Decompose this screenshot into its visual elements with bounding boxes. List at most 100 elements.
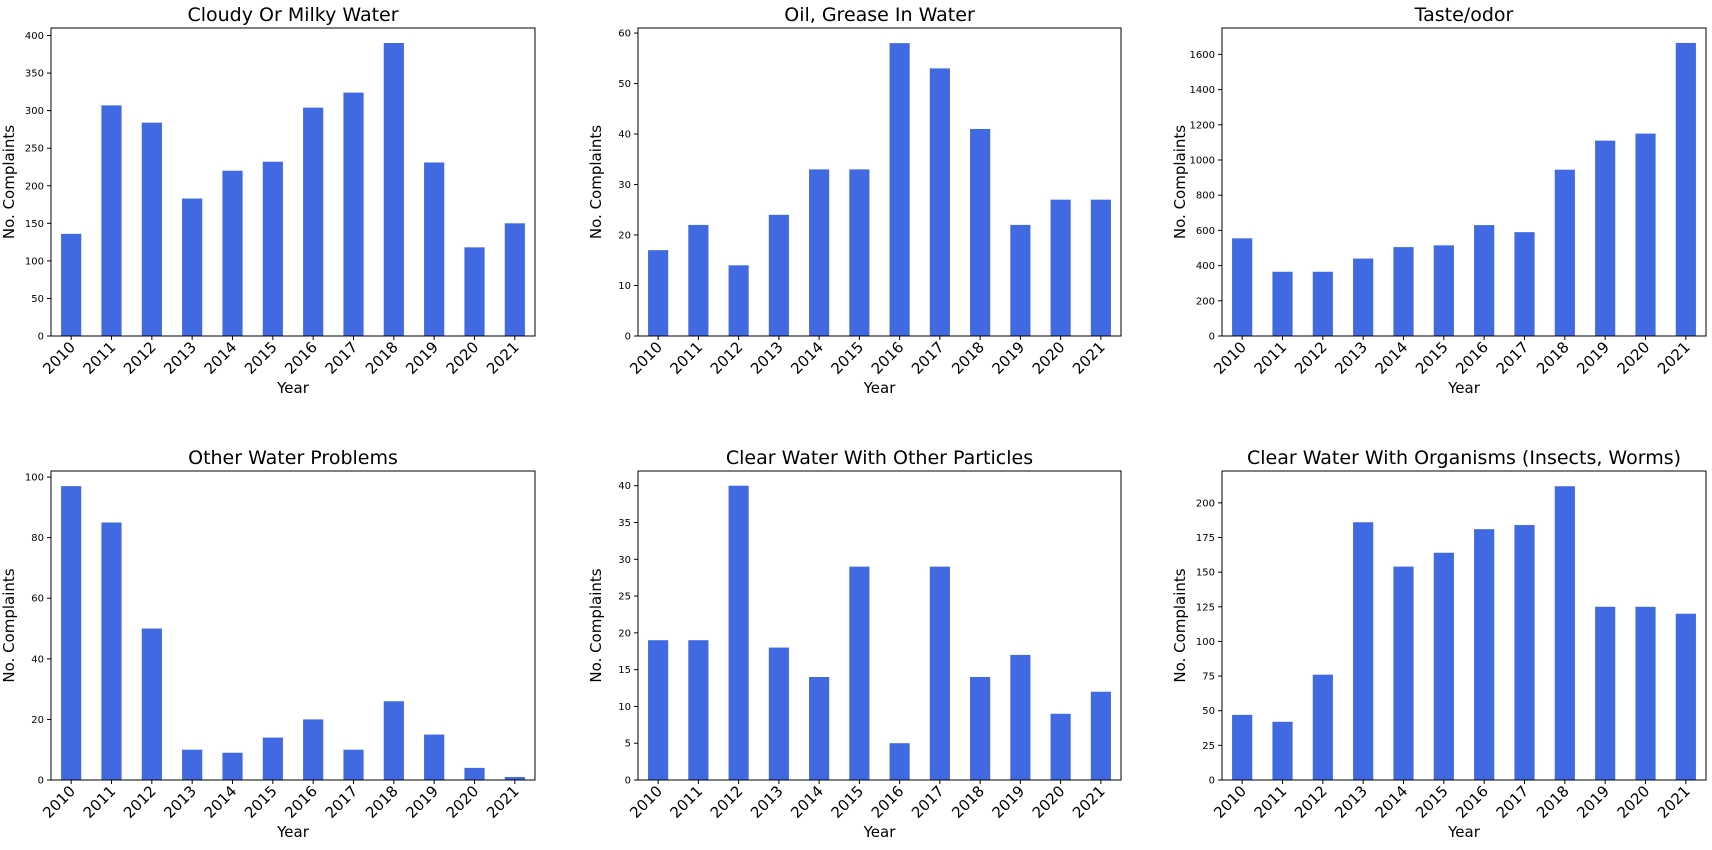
- y-tick-label: 400: [1196, 261, 1215, 272]
- bar-2013: [1353, 258, 1374, 336]
- x-tick-label: 2012: [1291, 338, 1331, 378]
- bar-2016: [889, 43, 910, 337]
- x-tick-label: 2011: [1251, 338, 1291, 378]
- x-tick-label: 2019: [402, 338, 442, 378]
- chart-panel-1: 0 50 100 150 200 250 300 350 400 2010 2011 2012 2013…: [0, 4, 536, 397]
- x-axis-label: Year: [276, 823, 310, 841]
- x-tick-label: 2020: [443, 782, 483, 822]
- y-tick-label: 200: [25, 181, 44, 192]
- bar-2016: [1474, 225, 1495, 336]
- bar-2014: [1393, 566, 1414, 780]
- bar-2017: [929, 68, 950, 336]
- plot-frame: [50, 27, 536, 337]
- x-tick-label: 2014: [787, 338, 827, 378]
- x-tick-label: 2017: [1493, 338, 1533, 378]
- y-tick-label: 5: [625, 739, 631, 750]
- bar-2014: [809, 677, 830, 780]
- x-tick-label: 2020: [1614, 782, 1654, 822]
- y-tick-label: 300: [25, 106, 44, 117]
- bar-2018: [970, 677, 991, 780]
- y-tick-label: 20: [31, 715, 44, 726]
- bar-2011: [688, 224, 709, 336]
- bar-2012: [728, 265, 749, 336]
- bar-2010: [61, 233, 82, 336]
- x-tick-label: 2017: [908, 338, 948, 378]
- bar-2016: [889, 743, 910, 780]
- x-tick-label: 2016: [281, 338, 321, 378]
- y-tick-label: 0: [1209, 776, 1215, 787]
- y-axis-label: No. Complaints: [1171, 125, 1189, 239]
- bar-2015: [1433, 552, 1454, 780]
- plot-frame: [637, 27, 1122, 337]
- y-axis-label: No. Complaints: [1171, 568, 1189, 682]
- bar-2021: [1090, 691, 1111, 780]
- x-tick-label: 2015: [827, 782, 867, 822]
- bar-2012: [1312, 674, 1333, 780]
- x-tick-label: 2012: [707, 782, 747, 822]
- y-tick-label: 60: [31, 594, 44, 605]
- bar-2019: [1010, 654, 1031, 780]
- bar-2017: [343, 749, 364, 780]
- x-tick-label: 2016: [281, 782, 321, 822]
- x-tick-label: 2011: [80, 782, 120, 822]
- y-tick-label: 30: [618, 555, 631, 566]
- x-tick-label: 2010: [39, 782, 79, 822]
- x-tick-label: 2010: [39, 338, 79, 378]
- bar-2013: [1353, 522, 1374, 780]
- x-tick-label: 2020: [1614, 338, 1654, 378]
- x-axis-label: Year: [863, 823, 897, 841]
- plot-frame: [50, 470, 536, 781]
- bar-2011: [1272, 721, 1293, 780]
- y-tick-label: 80: [31, 533, 44, 544]
- bar-2014: [809, 169, 830, 336]
- x-tick-label: 2016: [1452, 338, 1492, 378]
- y-tick-label: 0: [625, 776, 631, 787]
- x-tick-label: 2012: [707, 338, 747, 378]
- x-tick-label: 2019: [1573, 782, 1613, 822]
- x-tick-label: 2020: [1029, 338, 1069, 378]
- x-tick-label: 2017: [322, 338, 362, 378]
- x-tick-label: 2010: [1210, 782, 1250, 822]
- x-tick-label: 2013: [747, 782, 787, 822]
- y-tick-label: 20: [618, 628, 631, 639]
- bar-2017: [1514, 525, 1535, 780]
- y-tick-label: 250: [25, 144, 44, 155]
- x-tick-label: 2014: [787, 782, 827, 822]
- bar-2019: [424, 734, 445, 780]
- y-tick-label: 100: [25, 256, 44, 267]
- x-tick-label: 2011: [80, 338, 120, 378]
- bar-2011: [1272, 271, 1293, 336]
- bar-2021: [504, 776, 525, 780]
- bar-2018: [970, 128, 991, 336]
- x-tick-label: 2017: [322, 782, 362, 822]
- y-tick-label: 175: [1196, 533, 1215, 544]
- bar-2019: [1595, 606, 1616, 780]
- bar-2011: [101, 105, 122, 336]
- bar-2020: [1635, 133, 1656, 336]
- bar-2012: [728, 485, 749, 780]
- y-tick-label: 1400: [1190, 85, 1215, 96]
- x-tick-label: 2017: [908, 782, 948, 822]
- x-tick-label: 2018: [1533, 782, 1573, 822]
- plot-frame: [637, 470, 1122, 781]
- bar-2013: [768, 647, 789, 780]
- bar-2017: [343, 92, 364, 336]
- bar-2015: [262, 161, 283, 336]
- y-axis-label: No. Complaints: [587, 568, 605, 682]
- bar-2020: [1635, 606, 1656, 780]
- x-tick-label: 2019: [988, 782, 1028, 822]
- x-axis-label: Year: [1447, 823, 1481, 841]
- y-axis-label: No. Complaints: [0, 125, 18, 239]
- y-tick-label: 100: [1196, 637, 1215, 648]
- y-tick-label: 0: [38, 332, 44, 343]
- plot-frame: [1221, 470, 1707, 781]
- bar-2015: [849, 566, 870, 780]
- bar-2010: [648, 250, 669, 336]
- x-tick-label: 2011: [666, 338, 706, 378]
- bar-2019: [1010, 224, 1031, 336]
- x-tick-label: 2021: [483, 338, 523, 378]
- bar-2013: [768, 214, 789, 336]
- y-tick-label: 10: [618, 281, 631, 292]
- bar-2016: [1474, 529, 1495, 780]
